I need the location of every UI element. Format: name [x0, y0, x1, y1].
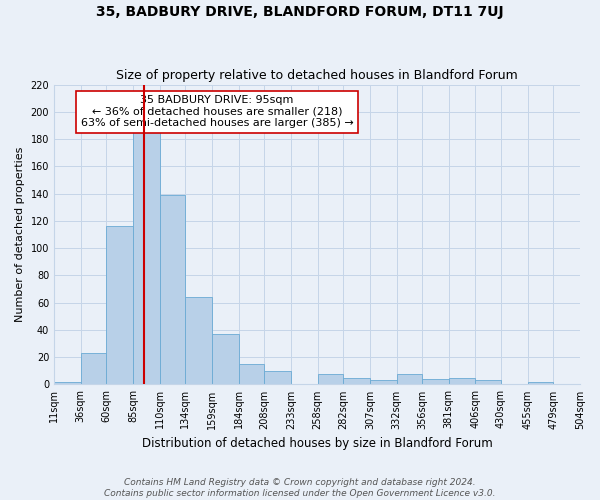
Bar	[449, 378, 475, 384]
Bar	[54, 382, 81, 384]
Bar	[264, 371, 291, 384]
Bar	[475, 380, 501, 384]
Bar	[185, 297, 212, 384]
Bar	[397, 374, 422, 384]
Bar	[528, 382, 553, 384]
Bar	[317, 374, 343, 384]
Y-axis label: Number of detached properties: Number of detached properties	[15, 147, 25, 322]
Bar	[133, 132, 160, 384]
Text: 35 BADBURY DRIVE: 95sqm
← 36% of detached houses are smaller (218)
63% of semi-d: 35 BADBURY DRIVE: 95sqm ← 36% of detache…	[81, 95, 353, 128]
Bar	[106, 226, 133, 384]
Bar	[160, 195, 185, 384]
Bar	[212, 334, 239, 384]
Bar	[370, 380, 397, 384]
Bar	[81, 353, 106, 384]
Bar	[422, 379, 449, 384]
Text: 35, BADBURY DRIVE, BLANDFORD FORUM, DT11 7UJ: 35, BADBURY DRIVE, BLANDFORD FORUM, DT11…	[96, 5, 504, 19]
Bar	[343, 378, 370, 384]
Text: Contains HM Land Registry data © Crown copyright and database right 2024.
Contai: Contains HM Land Registry data © Crown c…	[104, 478, 496, 498]
Title: Size of property relative to detached houses in Blandford Forum: Size of property relative to detached ho…	[116, 69, 518, 82]
X-axis label: Distribution of detached houses by size in Blandford Forum: Distribution of detached houses by size …	[142, 437, 493, 450]
Bar	[239, 364, 264, 384]
